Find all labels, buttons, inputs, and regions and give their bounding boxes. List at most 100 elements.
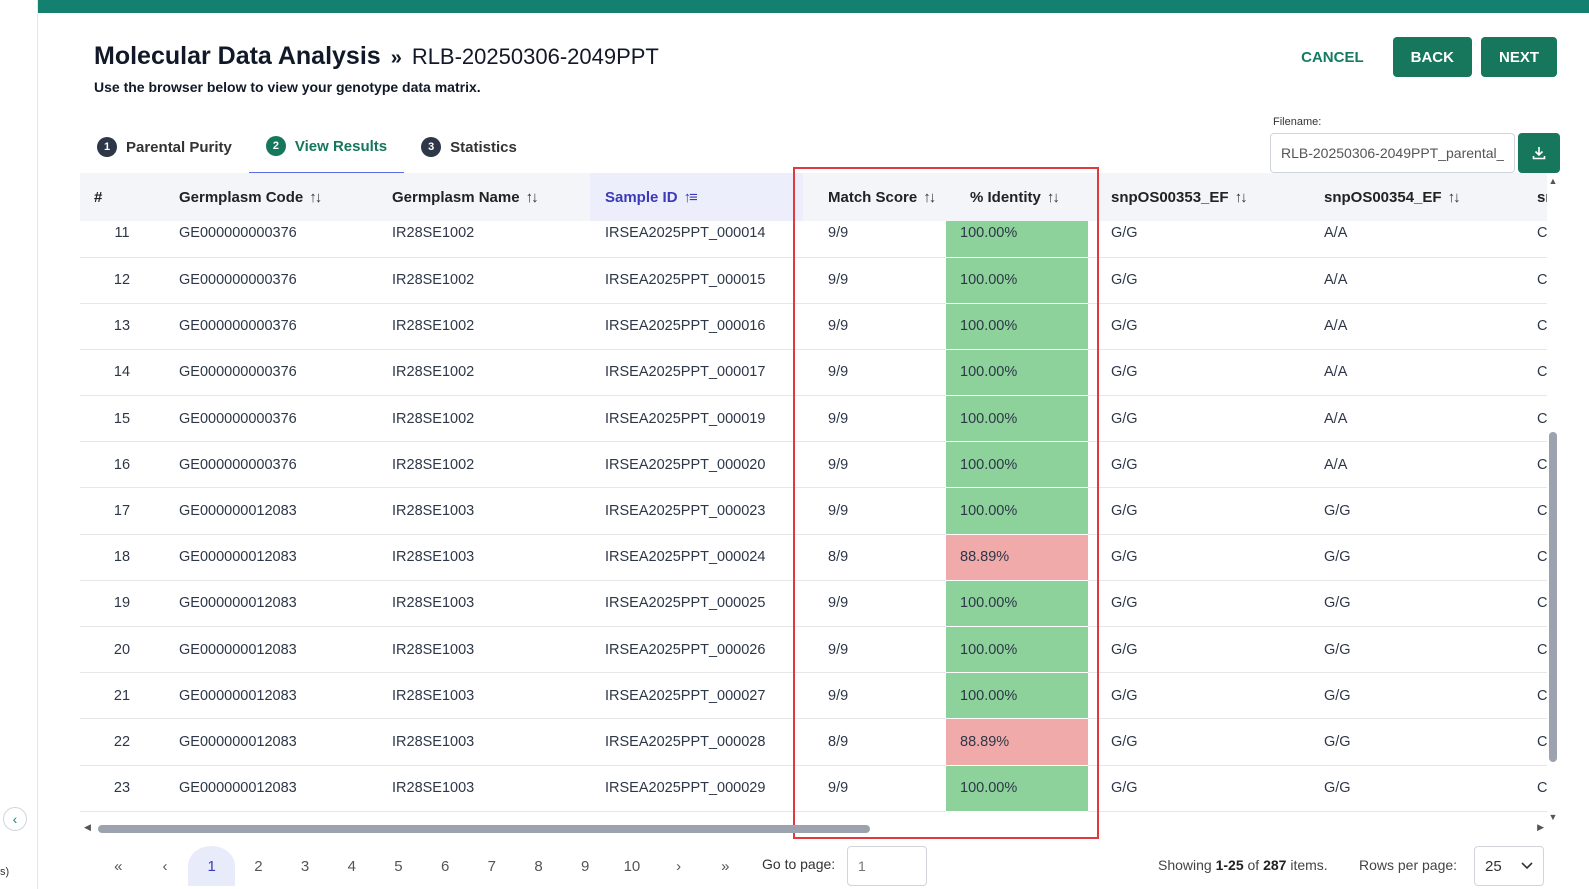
snp-cell: C/: [1514, 718, 1547, 766]
column-header-sample-id[interactable]: Sample ID ↑≡: [590, 173, 803, 221]
sort-icon[interactable]: ↑↓: [1046, 188, 1060, 206]
snp-cell: C/: [1514, 534, 1547, 581]
table-row[interactable]: 16 GE000000000376 IR28SE1002 IRSEA2025PPT_0…: [80, 441, 1547, 489]
page-button[interactable]: 8: [534, 857, 543, 875]
last-page-button[interactable]: »: [721, 857, 730, 875]
column-header-identity[interactable]: % Identity ↑↓: [946, 173, 1088, 221]
snp-cell: C/: [1514, 580, 1547, 628]
page-button[interactable]: 2: [254, 857, 263, 875]
page-button[interactable]: 7: [487, 857, 497, 875]
sort-ascending-icon[interactable]: ↑≡: [683, 188, 698, 206]
table-row[interactable]: 19 GE000000012083 IR28SE1003 IRSEA2025PPT_0…: [80, 580, 1547, 628]
table-row[interactable]: 11 GE000000000376 IR28SE1002 IRSEA2025PPT_0…: [80, 221, 1547, 258]
snp-cell: G/G: [1301, 765, 1514, 812]
tab-statistics[interactable]: 3 Statistics: [404, 120, 534, 174]
match-score-cell: 9/9: [803, 580, 946, 628]
germplasm-code-cell: GE000000000376: [164, 257, 377, 304]
page-button[interactable]: 5: [394, 857, 403, 875]
scroll-right-icon[interactable]: ▶: [1537, 822, 1544, 832]
identity-cell: 100.00%: [946, 441, 1088, 489]
column-header-snp-partial[interactable]: sn: [1514, 173, 1547, 221]
column-header-snp-00354[interactable]: snpOS00354_EF ↑↓: [1301, 173, 1514, 221]
table-row[interactable]: 15 GE000000000376 IR28SE1002 IRSEA2025PPT_0…: [80, 395, 1547, 443]
top-bar: [38, 0, 1589, 13]
germplasm-name-cell: IR28SE1003: [377, 534, 590, 581]
sort-icon[interactable]: ↑↓: [1447, 188, 1461, 206]
row-number: 12: [80, 257, 164, 304]
filename-field[interactable]: [1270, 133, 1515, 173]
snp-cell: G/G: [1088, 626, 1301, 674]
page-button[interactable]: 1: [188, 846, 236, 886]
sample-id-cell: IRSEA2025PPT_000020: [590, 441, 803, 489]
step-tabs: 1 Parental Purity 2 View Results 3 Stati…: [80, 120, 534, 176]
table-row[interactable]: 17 GE000000012083 IR28SE1003 IRSEA2025PPT_0…: [80, 487, 1547, 535]
germplasm-code-cell: GE000000012083: [164, 718, 377, 766]
row-number: 16: [80, 441, 164, 489]
germplasm-code-cell: GE000000000376: [164, 441, 377, 489]
prev-page-button[interactable]: ‹: [162, 857, 168, 875]
sort-icon[interactable]: ↑↓: [1234, 188, 1248, 206]
horizontal-scroll-thumb[interactable]: [98, 825, 870, 833]
rows-per-page-select[interactable]: 25: [1474, 846, 1544, 886]
results-table: # Germplasm Code ↑↓ Germplasm Name ↑↓ Samp…: [80, 173, 1547, 822]
sort-icon[interactable]: ↑↓: [309, 188, 322, 206]
tab-label: View Results: [294, 137, 388, 155]
table-row[interactable]: 13 GE000000000376 IR28SE1002 IRSEA2025PPT_0…: [80, 303, 1547, 350]
scroll-left-icon[interactable]: ◀: [84, 822, 91, 832]
match-score-cell: 9/9: [803, 487, 946, 535]
column-header-match-score[interactable]: Match Score ↑↓: [803, 173, 946, 221]
page-button[interactable]: 10: [623, 857, 641, 875]
breadcrumb-separator: »: [390, 47, 402, 69]
table-row[interactable]: 12 GE000000000376 IR28SE1002 IRSEA2025PPT_0…: [80, 257, 1547, 304]
next-page-button[interactable]: ›: [676, 857, 682, 875]
table-row[interactable]: 18 GE000000012083 IR28SE1003 IRSEA2025PPT_0…: [80, 534, 1547, 581]
scroll-up-icon[interactable]: ▲: [1548, 176, 1558, 186]
column-header-germplasm-name[interactable]: Germplasm Name ↑↓: [377, 173, 590, 221]
snp-cell: G/G: [1088, 534, 1301, 581]
download-button[interactable]: [1518, 133, 1560, 173]
identity-cell: 100.00%: [946, 303, 1088, 350]
table-row[interactable]: 22 GE000000012083 IR28SE1003 IRSEA2025PPT_0…: [80, 718, 1547, 766]
sample-id-cell: IRSEA2025PPT_000028: [590, 718, 803, 766]
table-row[interactable]: 23 GE000000012083 IR28SE1003 IRSEA2025PPT_0…: [80, 765, 1547, 812]
goto-page-input[interactable]: [847, 846, 927, 886]
row-number: 13: [80, 303, 164, 350]
tab-view-results[interactable]: 2 View Results: [248, 120, 405, 174]
vertical-scroll-thumb[interactable]: [1549, 432, 1557, 762]
sample-id-cell: IRSEA2025PPT_000026: [590, 626, 803, 674]
column-header-snp-00353[interactable]: snpOS00353_EF ↑↓: [1088, 173, 1301, 221]
germplasm-code-cell: GE000000012083: [164, 580, 377, 628]
snp-cell: A/A: [1301, 349, 1514, 397]
horizontal-scrollbar[interactable]: ◀ ▶: [84, 822, 1544, 836]
identity-cell: 100.00%: [946, 487, 1088, 535]
table-row[interactable]: 14 GE000000000376 IR28SE1002 IRSEA2025PPT_0…: [80, 349, 1547, 397]
snp-cell: C/: [1514, 441, 1547, 489]
match-score-cell: 9/9: [803, 221, 946, 258]
table-row[interactable]: 20 GE000000012083 IR28SE1003 IRSEA2025PPT_0…: [80, 626, 1547, 674]
sort-icon[interactable]: ↑↓: [923, 188, 936, 206]
germplasm-name-cell: IR28SE1003: [377, 626, 590, 674]
snp-cell: G/G: [1301, 718, 1514, 766]
tab-parental-purity[interactable]: 1 Parental Purity: [80, 120, 249, 174]
back-button[interactable]: BACK: [1392, 37, 1472, 77]
page-button[interactable]: 9: [581, 857, 590, 875]
match-score-cell: 8/9: [803, 718, 946, 766]
snp-cell: G/G: [1088, 349, 1301, 397]
first-page-button[interactable]: «: [114, 857, 123, 875]
column-header-germplasm-code[interactable]: Germplasm Code ↑↓: [164, 173, 377, 221]
page-button[interactable]: 4: [347, 857, 356, 875]
snp-cell: C/: [1514, 221, 1547, 258]
germplasm-name-cell: IR28SE1003: [377, 765, 590, 812]
scroll-down-icon[interactable]: ▼: [1548, 812, 1558, 822]
snp-cell: G/G: [1088, 580, 1301, 628]
germplasm-code-cell: GE000000000376: [164, 349, 377, 397]
cancel-button[interactable]: CANCEL: [1287, 39, 1378, 76]
page-button[interactable]: 3: [300, 857, 310, 875]
chevron-left-icon[interactable]: ‹: [3, 807, 27, 831]
table-row[interactable]: 21 GE000000012083 IR28SE1003 IRSEA2025PPT_0…: [80, 672, 1547, 720]
germplasm-name-cell: IR28SE1003: [377, 718, 590, 766]
sort-icon[interactable]: ↑↓: [525, 188, 539, 206]
page-button[interactable]: 6: [440, 857, 450, 875]
vertical-scrollbar[interactable]: ▲ ▼: [1547, 176, 1559, 822]
next-button[interactable]: NEXT: [1480, 37, 1557, 77]
